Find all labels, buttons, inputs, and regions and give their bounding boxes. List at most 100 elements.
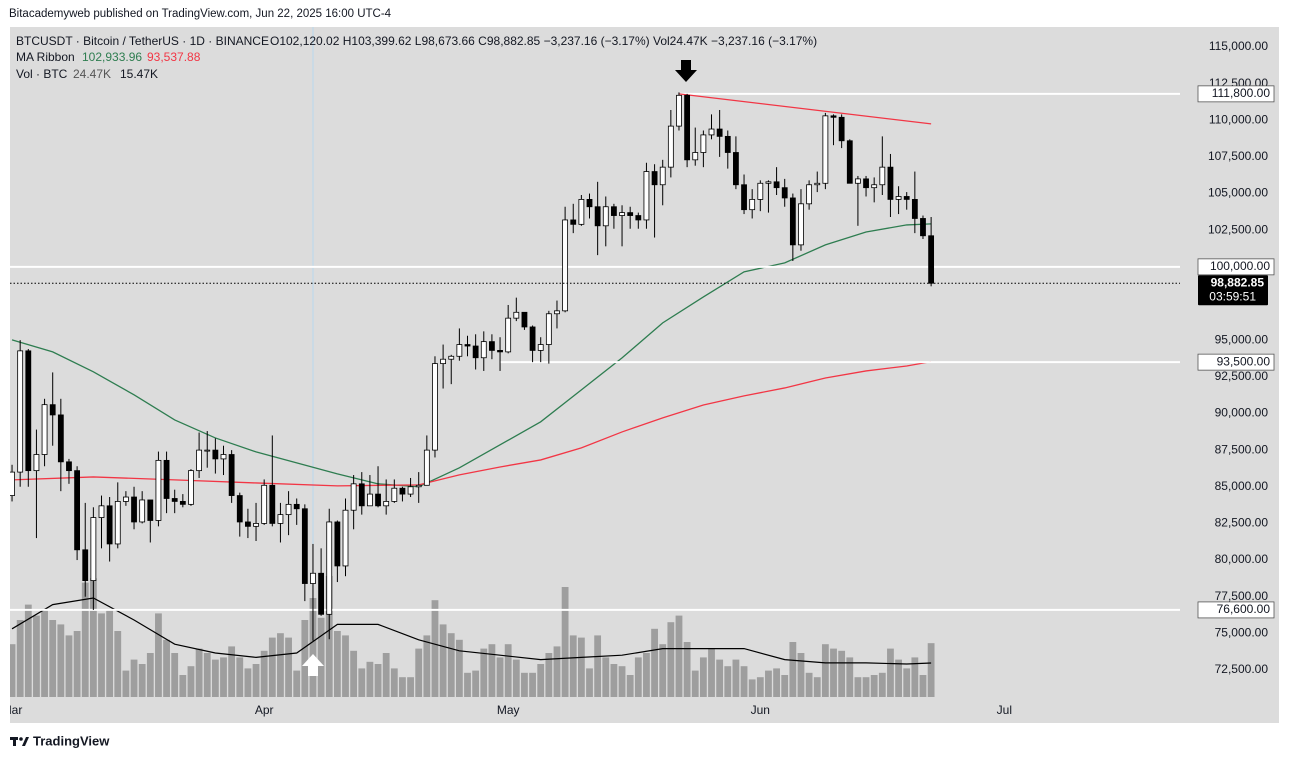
volume-bar: [163, 639, 170, 697]
level-label: 111,800.00: [1212, 86, 1271, 100]
candle-body: [220, 454, 227, 460]
volume-bar: [512, 659, 520, 697]
candle-body: [497, 350, 503, 353]
volume-bar: [49, 620, 57, 697]
volume-ma-line: [11, 597, 932, 665]
x-tick-label: Apr: [255, 703, 274, 717]
candle-body: [10, 471, 15, 496]
candle-body: [855, 178, 861, 184]
candle-body: [830, 115, 837, 118]
candle-body: [212, 449, 219, 460]
candle-body: [90, 517, 97, 581]
candle-body: [545, 313, 552, 345]
candle-body: [789, 197, 796, 246]
candle-body: [245, 521, 251, 527]
y-tick-label: 105,000.00: [1208, 186, 1268, 200]
volume-bar: [455, 639, 463, 697]
down-arrow: [675, 60, 697, 82]
volume-bar: [366, 661, 374, 697]
candle-body: [106, 505, 113, 545]
volume-bar: [407, 677, 414, 697]
candle-body: [147, 499, 154, 521]
candle-body: [529, 326, 536, 351]
candle-body: [611, 206, 617, 216]
candle-body: [415, 484, 422, 488]
candle-body: [895, 196, 902, 200]
volume-bar: [781, 675, 789, 697]
volume-bar: [870, 675, 878, 697]
volume-bar: [65, 635, 73, 697]
candle-body: [773, 181, 780, 189]
volume-bar: [756, 677, 764, 697]
candle-body: [131, 496, 137, 523]
candle-body: [472, 345, 479, 359]
volume-bar: [651, 628, 658, 697]
x-tick-label: Jul: [997, 703, 1012, 717]
candle-body: [17, 350, 24, 473]
volume-bar: [301, 620, 309, 697]
last-price-box: [1198, 275, 1268, 306]
candle-body: [863, 178, 869, 189]
candle-body: [33, 454, 40, 472]
volume-bar: [423, 635, 431, 697]
candle-body: [334, 521, 341, 567]
y-tick-label: 95,000.00: [1215, 332, 1269, 346]
up-arrow: [302, 654, 324, 676]
volume-bar: [439, 624, 447, 697]
volume-bar: [699, 657, 707, 697]
volume-bar: [179, 675, 187, 697]
candle-body: [49, 404, 56, 416]
level-label: 76,600.00: [1217, 602, 1271, 616]
volume-bar: [748, 679, 756, 697]
candle-body: [236, 495, 243, 523]
volume-bar: [854, 677, 862, 697]
candle-body: [846, 140, 853, 184]
candle-body: [578, 199, 585, 225]
volume-bar: [846, 657, 854, 697]
volume-bar: [683, 642, 691, 697]
ma-line: [12, 360, 932, 487]
y-tick-label: 77,500.00: [1215, 589, 1269, 603]
last-price-label: 98,882.85: [1211, 275, 1265, 289]
volume-bar: [618, 666, 626, 697]
candle-body: [432, 363, 438, 451]
candle-body: [822, 115, 829, 184]
volume-bar: [211, 659, 219, 697]
volume-bar: [171, 653, 179, 697]
volume-bar: [98, 613, 105, 697]
y-tick-label: 92,500.00: [1215, 369, 1269, 383]
y-tick-label: 107,500.00: [1208, 149, 1268, 163]
volume-bar: [106, 609, 114, 697]
y-tick-label: 80,000.00: [1215, 552, 1269, 566]
volume-bar: [260, 650, 268, 697]
candle-body: [781, 187, 788, 199]
y-tick-label: 82,500.00: [1215, 516, 1269, 530]
y-tick-label: 110,000.00: [1209, 112, 1268, 126]
volume-bar: [277, 633, 284, 697]
candle-body: [163, 459, 170, 499]
y-tick-label: 87,500.00: [1215, 442, 1269, 456]
volume-bar: [610, 664, 618, 697]
volume-bar: [464, 672, 471, 697]
footer-brand: TradingView: [33, 733, 110, 748]
candle-body: [920, 218, 926, 237]
volume-bar: [309, 598, 317, 697]
candle-body: [741, 184, 747, 211]
candle-body: [635, 215, 642, 221]
candle-body: [814, 182, 821, 186]
volume-bar: [789, 642, 797, 697]
trendline: [678, 93, 932, 125]
volume-bar: [138, 664, 146, 697]
volume-bar: [521, 672, 528, 697]
candle-body: [277, 514, 284, 524]
candle-body: [293, 503, 300, 510]
volume-bar: [927, 643, 935, 697]
candle-body: [838, 116, 845, 142]
volume-bar: [252, 664, 260, 697]
volume-bar: [797, 653, 805, 697]
candle-body: [733, 152, 739, 186]
volume-bar: [415, 648, 423, 697]
candle-body: [171, 498, 178, 502]
candle-body: [537, 344, 544, 351]
x-tick-label: Jun: [751, 703, 770, 717]
